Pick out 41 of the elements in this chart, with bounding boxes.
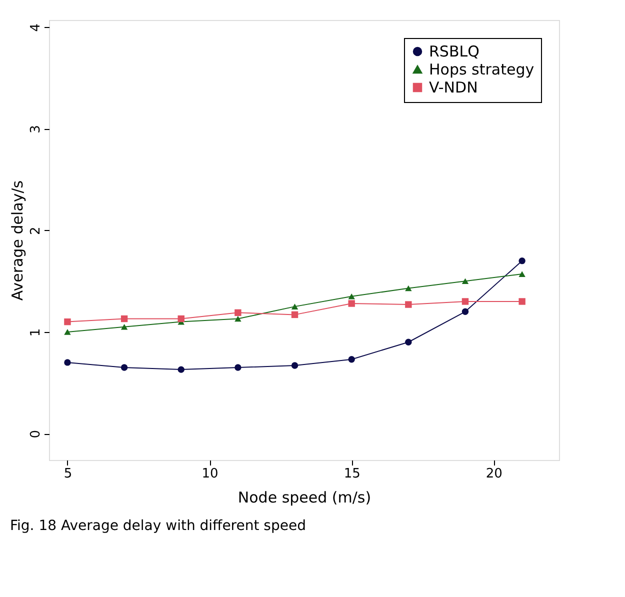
point (178, 366, 184, 373)
y-tick-label: 1 (28, 328, 44, 337)
point (518, 271, 526, 277)
point (120, 324, 128, 330)
legend-label: V-NDN (429, 78, 478, 96)
point (64, 329, 71, 335)
point (462, 298, 469, 305)
point (348, 300, 355, 307)
point (291, 304, 298, 310)
point (462, 278, 469, 284)
point (291, 311, 298, 318)
point (64, 359, 71, 366)
point (405, 285, 412, 292)
point (120, 364, 128, 371)
point (234, 309, 242, 316)
x-tick-label: 5 (64, 466, 72, 482)
point (234, 316, 242, 322)
point (348, 293, 355, 300)
point (178, 315, 184, 322)
point (405, 338, 412, 346)
y-tick-label: 2 (28, 226, 44, 235)
point (405, 301, 412, 308)
point (518, 257, 526, 264)
y-axis-title: Average delay/s (8, 180, 26, 301)
x-tick-label: 20 (486, 466, 502, 482)
point (462, 308, 469, 315)
x-tick-label: 15 (344, 466, 360, 482)
point (291, 362, 298, 369)
y-tick-label: 0 (28, 430, 44, 438)
legend-label: RSBLQ (429, 42, 480, 60)
caption: Fig. 18 Average delay with different speed (10, 518, 306, 534)
point (518, 298, 526, 305)
x-axis-title: Node speed (m/s) (238, 488, 372, 506)
legend-label: Hops strategy (429, 60, 534, 78)
point (234, 364, 242, 371)
y-tick-label: 3 (28, 125, 44, 134)
x-tick-label: 10 (202, 466, 218, 482)
point (64, 318, 71, 326)
y-tick-label: 4 (28, 23, 44, 32)
point (348, 356, 355, 363)
point (120, 315, 128, 322)
